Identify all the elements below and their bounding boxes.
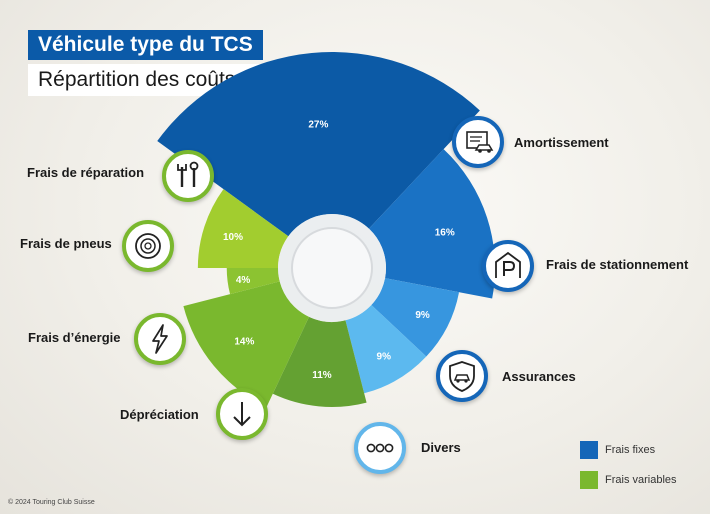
legend-label-frais-variables: Frais variables (605, 474, 677, 486)
slice-6 (226, 268, 280, 295)
slice-value-label-2: 9% (415, 310, 430, 321)
tools-icon (162, 150, 214, 202)
label-frais-de-stationnement: Frais de stationnement (546, 257, 689, 272)
slice-value-label-7: 10% (223, 232, 243, 243)
slice-2 (371, 278, 460, 357)
slice-4 (272, 316, 367, 407)
copyright: © 2024 Touring Club Suisse (8, 499, 95, 506)
shield-car-icon (436, 350, 488, 402)
label-assurances: Assurances (502, 369, 576, 384)
chart-title: Véhicule type du TCS (28, 30, 263, 60)
car-document-icon (452, 116, 504, 168)
donut-hole (291, 227, 373, 309)
slice-0 (157, 52, 480, 237)
slice-3 (345, 304, 427, 394)
slice-7 (197, 189, 289, 268)
label-frais-de-reparation: Frais de réparation (27, 165, 145, 180)
slice-value-label-5: 14% (234, 336, 254, 347)
slice-value-label-4: 11% (312, 370, 332, 381)
dots-icon (354, 422, 406, 474)
tire-icon (122, 220, 174, 272)
label-frais-energie: Frais d’énergie (28, 330, 121, 345)
arrow-down-icon (216, 388, 268, 440)
label-frais-de-pneus: Frais de pneus (20, 236, 112, 251)
label-amortissement: Amortissement (514, 135, 609, 150)
slice-1 (368, 149, 496, 299)
label-depreciation: Dépréciation (120, 407, 199, 422)
legend-label-frais-fixes: Frais fixes (605, 444, 656, 456)
slice-value-label-6: 4% (236, 275, 251, 286)
slice-value-label-0: 27% (308, 120, 328, 131)
legend-swatch-frais-fixes (580, 441, 598, 459)
slice-value-label-1: 16% (435, 227, 455, 238)
slice-5 (183, 281, 310, 407)
slice-value-label-3: 9% (377, 352, 392, 363)
lightning-icon (134, 313, 186, 365)
label-divers: Divers (421, 440, 461, 455)
legend-swatch-frais-variables (580, 471, 598, 489)
parking-icon (482, 240, 534, 292)
